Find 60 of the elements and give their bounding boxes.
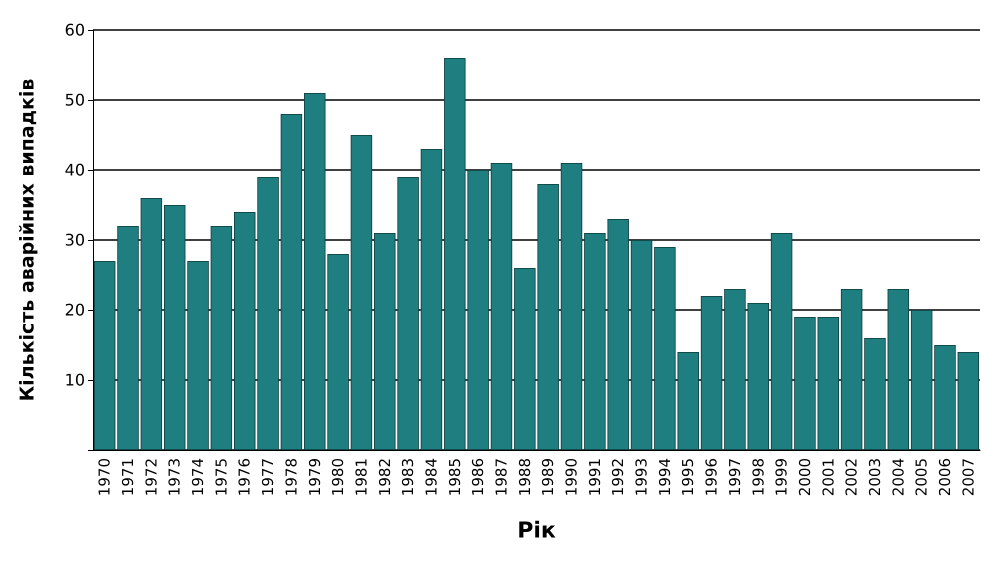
- x-tick-label: 2004: [889, 458, 908, 496]
- x-tick-label: 1998: [749, 458, 768, 496]
- x-tick-label: 2006: [936, 458, 954, 496]
- x-tick-label: 1970: [96, 458, 114, 496]
- bar: [537, 184, 559, 450]
- x-tick-label: 2001: [819, 458, 838, 496]
- x-tick-label: 2003: [866, 458, 884, 496]
- x-tick-label: 2002: [842, 458, 861, 496]
- bar: [514, 268, 536, 450]
- x-tick-label: 1974: [189, 458, 208, 496]
- bar: [444, 58, 466, 450]
- x-tick-label: 1995: [679, 458, 698, 496]
- bar: [748, 303, 769, 450]
- y-tick-label: 10: [64, 370, 85, 390]
- x-tick-label: 1979: [306, 458, 324, 496]
- x-tick-label: 1977: [259, 458, 278, 496]
- bar: [94, 261, 116, 450]
- bar: [818, 317, 840, 450]
- x-tick-label: 1987: [492, 458, 510, 496]
- x-tick-label: 1971: [119, 458, 138, 496]
- x-tick-label: 1980: [329, 458, 348, 496]
- x-tick-label: 1975: [212, 458, 230, 496]
- x-tick-label: 1993: [632, 458, 651, 496]
- x-tick-label: 1988: [516, 458, 534, 496]
- y-tick-label: 40: [64, 160, 85, 180]
- x-tick-label: 1982: [376, 458, 394, 496]
- x-tick-label: 1992: [609, 458, 628, 496]
- y-tick-label: 50: [64, 90, 85, 110]
- x-tick-label: 2007: [959, 458, 978, 496]
- x-tick-label: 1994: [656, 458, 674, 496]
- y-tick-label: 30: [64, 230, 85, 250]
- x-tick-label: 1996: [702, 458, 721, 496]
- x-tick-label: 1991: [586, 458, 604, 496]
- bar: [164, 205, 186, 450]
- x-tick-label: 1990: [562, 458, 581, 496]
- bar: [888, 289, 910, 450]
- x-tick-label: 1997: [726, 458, 744, 496]
- x-tick-label: 1972: [142, 458, 160, 496]
- bar: [304, 93, 326, 450]
- y-axis-title: Кількість аварійних випадків: [16, 78, 38, 402]
- x-tick-label: 1999: [772, 458, 791, 496]
- bar: [958, 352, 980, 450]
- x-tick-label: 1985: [446, 458, 464, 496]
- x-tick-label: 1973: [166, 458, 184, 496]
- bar: [677, 352, 699, 450]
- y-tick-label: 60: [64, 20, 85, 40]
- x-axis-title: Рік: [517, 518, 556, 544]
- x-tick-label: 1983: [399, 458, 418, 496]
- x-tick-label: 1981: [352, 458, 370, 496]
- bar: [607, 219, 629, 450]
- x-tick-label: 2000: [796, 458, 814, 496]
- x-tick-label: 1976: [236, 458, 254, 496]
- bar: [234, 212, 256, 450]
- x-tick-label: 2005: [912, 458, 931, 496]
- bar: [374, 233, 396, 450]
- x-tick-label: 1989: [539, 458, 558, 496]
- x-tick-label: 1984: [422, 458, 440, 496]
- x-tick-label: 1978: [282, 458, 300, 496]
- y-tick-label: 20: [64, 300, 85, 320]
- x-tick-label: 1986: [469, 458, 488, 496]
